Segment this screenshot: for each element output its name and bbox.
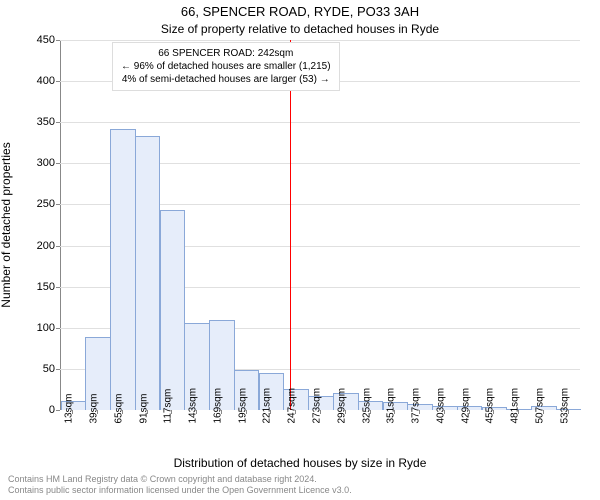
y-tick-label: 100 bbox=[37, 322, 55, 334]
histogram-bar bbox=[135, 136, 161, 410]
y-tick-label: 0 bbox=[49, 404, 55, 416]
page-title: 66, SPENCER ROAD, RYDE, PO33 3AH bbox=[0, 4, 600, 19]
y-tick-label: 450 bbox=[37, 34, 55, 46]
footer-line-2: Contains public sector information licen… bbox=[8, 485, 352, 496]
gridline bbox=[60, 122, 580, 123]
y-tick-label: 150 bbox=[37, 281, 55, 293]
y-tick-mark bbox=[56, 287, 60, 288]
y-tick-label: 300 bbox=[37, 157, 55, 169]
footer-line-1: Contains HM Land Registry data © Crown c… bbox=[8, 474, 352, 485]
y-axis-line bbox=[60, 40, 61, 410]
y-tick-mark bbox=[56, 246, 60, 247]
y-tick-mark bbox=[56, 328, 60, 329]
footer-credits: Contains HM Land Registry data © Crown c… bbox=[8, 474, 352, 496]
annotation-line: 66 SPENCER ROAD: 242sqm bbox=[121, 47, 331, 60]
y-tick-mark bbox=[56, 122, 60, 123]
y-tick-label: 400 bbox=[37, 75, 55, 87]
y-tick-mark bbox=[56, 369, 60, 370]
annotation-line: 4% of semi-detached houses are larger (5… bbox=[121, 73, 331, 86]
y-tick-mark bbox=[56, 163, 60, 164]
page-subtitle: Size of property relative to detached ho… bbox=[0, 22, 600, 36]
annotation-box: 66 SPENCER ROAD: 242sqm← 96% of detached… bbox=[112, 42, 340, 91]
histogram-bar bbox=[160, 210, 186, 410]
y-axis-label: Number of detached properties bbox=[0, 142, 13, 307]
y-tick-label: 50 bbox=[43, 363, 55, 375]
chart-page: 66, SPENCER ROAD, RYDE, PO33 3AH Size of… bbox=[0, 0, 600, 500]
x-axis-label: Distribution of detached houses by size … bbox=[0, 456, 600, 470]
y-tick-mark bbox=[56, 81, 60, 82]
y-tick-label: 200 bbox=[37, 240, 55, 252]
y-tick-mark bbox=[56, 204, 60, 205]
histogram-bar bbox=[110, 129, 136, 410]
y-tick-label: 250 bbox=[37, 198, 55, 210]
y-tick-label: 350 bbox=[37, 116, 55, 128]
marker-line bbox=[290, 40, 291, 410]
plot-area bbox=[60, 40, 580, 410]
annotation-line: ← 96% of detached houses are smaller (1,… bbox=[121, 60, 331, 73]
y-tick-mark bbox=[56, 40, 60, 41]
gridline bbox=[60, 40, 580, 41]
y-tick-mark bbox=[56, 410, 60, 411]
